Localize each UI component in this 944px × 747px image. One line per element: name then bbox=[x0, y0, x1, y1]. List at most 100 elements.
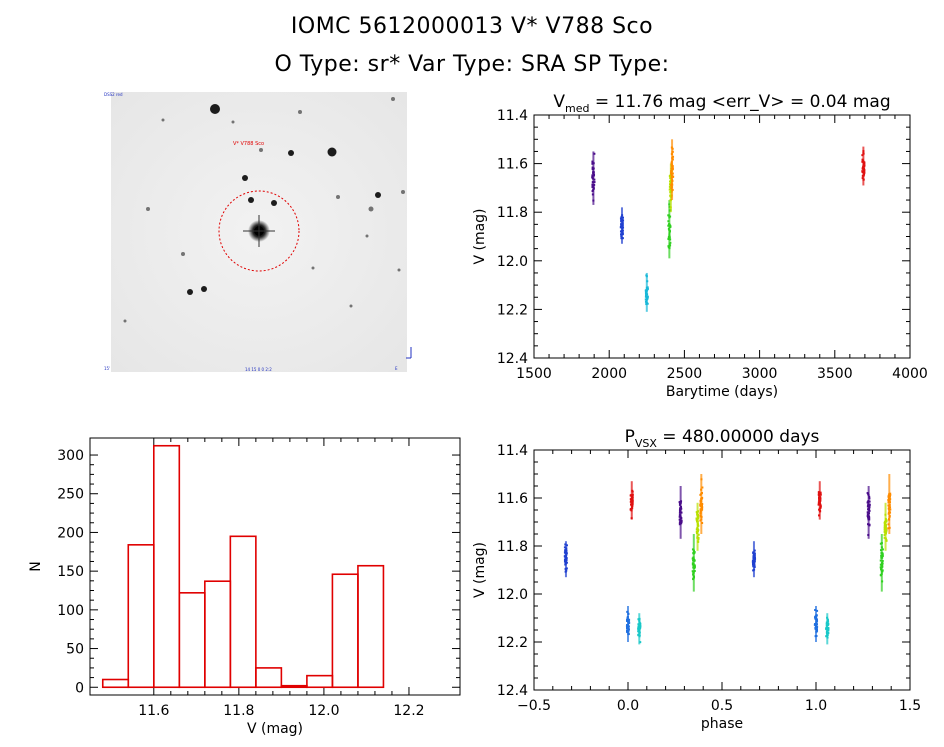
background-star bbox=[201, 286, 207, 292]
data-point bbox=[667, 224, 670, 227]
data-point bbox=[668, 188, 671, 191]
background-star bbox=[327, 147, 337, 157]
y-tick-label: 12.2 bbox=[497, 635, 528, 651]
histogram-bar bbox=[127, 544, 155, 689]
data-cluster bbox=[667, 200, 672, 259]
y-tick-label: 11.8 bbox=[497, 539, 528, 555]
data-point bbox=[813, 623, 816, 626]
plot-frame bbox=[533, 114, 911, 359]
data-point bbox=[751, 559, 754, 562]
object-types: O Type: sr* Var Type: SRA SP Type: bbox=[274, 52, 670, 77]
background-star bbox=[336, 195, 340, 199]
data-cluster bbox=[866, 486, 871, 539]
histogram-bar bbox=[280, 684, 308, 689]
chart-title: Vmed = 11.76 mag <err_V> = 0.04 mag bbox=[553, 92, 890, 115]
background-star bbox=[397, 268, 401, 272]
data-point bbox=[563, 546, 566, 549]
y-tick-label: 11.6 bbox=[497, 157, 528, 173]
data-cluster bbox=[699, 474, 704, 534]
y-tick-label: 0 bbox=[75, 680, 84, 696]
x-tick-label: 4000 bbox=[892, 366, 928, 382]
data-cluster bbox=[629, 481, 634, 520]
data-point bbox=[868, 503, 871, 506]
sky-image: V* V788 Sco DSS2 red 15' 14 15 0 0 2:2 E bbox=[104, 92, 412, 372]
data-point bbox=[827, 626, 830, 629]
data-point bbox=[885, 519, 888, 522]
histogram-bar bbox=[255, 667, 283, 689]
sky-coords-label: 14 15 0 0 2:2 bbox=[245, 367, 272, 372]
y-tick-label: 200 bbox=[57, 525, 84, 541]
background-star bbox=[123, 319, 127, 323]
x-tick-label: 3000 bbox=[742, 366, 778, 382]
background-star bbox=[248, 197, 254, 203]
data-point bbox=[619, 217, 622, 220]
data-point bbox=[693, 564, 696, 567]
background-star bbox=[187, 289, 193, 295]
background-star bbox=[231, 120, 235, 124]
star-field bbox=[123, 97, 405, 323]
plot-frame bbox=[89, 437, 461, 696]
data-point bbox=[593, 181, 596, 184]
background-star bbox=[391, 97, 395, 101]
data-point bbox=[816, 625, 819, 628]
x-tick-label: 1500 bbox=[516, 366, 552, 382]
sky-survey-label: DSS2 red bbox=[104, 92, 123, 97]
data-cluster bbox=[625, 606, 631, 642]
histogram-bar bbox=[331, 573, 359, 689]
histogram-bar bbox=[101, 678, 130, 689]
data-cluster bbox=[563, 541, 568, 578]
object-title: IOMC 5612000013 V* V788 Sco bbox=[290, 14, 654, 39]
x-tick-label: −0.5 bbox=[517, 698, 551, 714]
data-point bbox=[644, 289, 647, 292]
data-point bbox=[639, 624, 642, 627]
data-point bbox=[701, 486, 704, 489]
data-cluster bbox=[619, 207, 625, 244]
data-point bbox=[670, 172, 673, 175]
background-star bbox=[181, 252, 185, 256]
y-axis-label: V (mag) bbox=[472, 542, 488, 598]
data-point bbox=[591, 160, 594, 163]
y-tick-label: 12.0 bbox=[497, 254, 528, 270]
data-point bbox=[631, 496, 634, 499]
data-cluster bbox=[887, 474, 892, 534]
target-circle bbox=[218, 190, 300, 272]
x-axis-label: phase bbox=[701, 716, 743, 732]
north-arrow-icon bbox=[406, 347, 412, 359]
data-point bbox=[628, 622, 631, 625]
histogram-bar bbox=[152, 444, 181, 689]
y-tick-label: 300 bbox=[57, 448, 84, 464]
data-cluster bbox=[695, 502, 700, 551]
y-tick-label: 150 bbox=[57, 564, 84, 580]
x-axis-label: Barytime (days) bbox=[666, 384, 778, 400]
background-star bbox=[349, 304, 353, 308]
data-cluster bbox=[861, 146, 866, 186]
histogram-bar bbox=[357, 564, 385, 689]
y-tick-label: 11.6 bbox=[497, 491, 528, 507]
background-star bbox=[401, 190, 405, 194]
x-tick-label: 1.5 bbox=[899, 698, 921, 714]
data-point bbox=[667, 214, 670, 217]
data-point bbox=[816, 628, 819, 631]
data-point bbox=[861, 170, 864, 173]
data-cluster bbox=[670, 139, 675, 201]
data-point bbox=[637, 630, 640, 633]
data-point bbox=[691, 557, 694, 560]
data-point bbox=[817, 503, 820, 506]
data-point bbox=[644, 298, 647, 301]
background-star bbox=[311, 266, 315, 270]
background-star bbox=[375, 192, 381, 198]
y-tick-label: 12.4 bbox=[497, 351, 528, 367]
data-point bbox=[881, 548, 884, 551]
y-tick-label: 12.2 bbox=[497, 302, 528, 318]
data-cluster bbox=[883, 502, 888, 551]
data-point bbox=[825, 635, 828, 638]
histogram-bar bbox=[306, 674, 334, 689]
x-tick-label: 2000 bbox=[591, 366, 627, 382]
background-star bbox=[242, 175, 248, 181]
histogram-bar bbox=[178, 592, 206, 689]
data-point bbox=[866, 501, 869, 504]
background-star bbox=[210, 104, 220, 114]
background-star bbox=[298, 110, 302, 114]
background-star bbox=[368, 206, 374, 212]
background-star bbox=[259, 148, 263, 152]
